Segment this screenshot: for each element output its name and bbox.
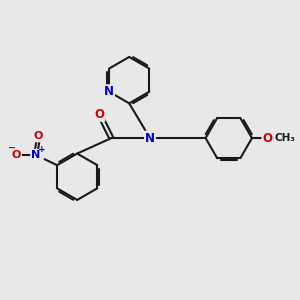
Text: N: N xyxy=(104,85,114,98)
Text: N: N xyxy=(145,132,155,145)
Text: O: O xyxy=(94,108,104,121)
Text: −: − xyxy=(8,143,16,153)
Text: +: + xyxy=(38,145,45,154)
Text: O: O xyxy=(12,150,21,160)
Text: CH₃: CH₃ xyxy=(274,133,295,143)
Text: O: O xyxy=(262,132,272,145)
Text: N: N xyxy=(31,150,40,160)
Text: O: O xyxy=(34,131,43,141)
